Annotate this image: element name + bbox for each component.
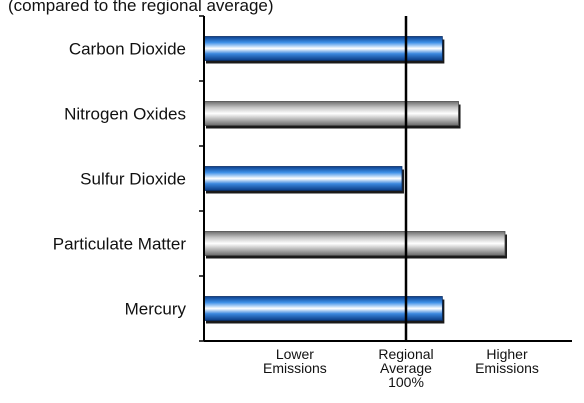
labels-layer: Carbon Dioxide Nitrogen Oxides Sulfur Diox… xyxy=(53,40,187,319)
x-annotation-higher-emissions: Higher Emissions xyxy=(475,346,539,376)
category-label: Sulfur Dioxide xyxy=(80,170,186,189)
category-label: Particulate Matter xyxy=(53,235,187,254)
category-label: Nitrogen Oxides xyxy=(64,105,186,124)
bars-layer xyxy=(203,36,507,324)
bar-particulate-matter xyxy=(203,231,506,256)
x-annotation-lower-emissions: Lower Emissions xyxy=(263,346,327,376)
ticks-layer xyxy=(199,15,204,342)
bar-mercury xyxy=(203,296,443,321)
regional-average-label: Regional Average 100% xyxy=(378,346,433,390)
bar-sulfur-dioxide xyxy=(203,166,403,191)
category-label: Carbon Dioxide xyxy=(69,40,186,59)
category-label: Mercury xyxy=(125,300,187,319)
annotations-layer: Lower Emissions Higher Emissions Regional Ave… xyxy=(263,346,539,390)
bar-nitrogen-oxides xyxy=(203,101,459,126)
bar-carbon-dioxide xyxy=(203,36,443,61)
chart-header-fragment: (compared to the regional average) xyxy=(8,0,274,15)
